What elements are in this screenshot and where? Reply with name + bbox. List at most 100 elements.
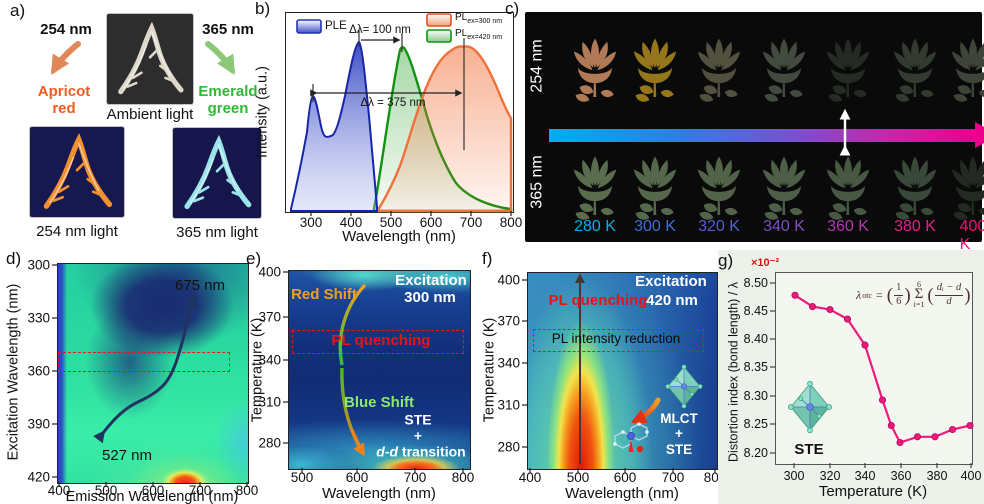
axis-tick-label: 370 (258, 309, 281, 325)
photo-254nm (30, 127, 124, 217)
legend-pl300-label: PLex=300 nm (455, 12, 503, 25)
axis-tick-label: 340 (258, 352, 281, 368)
molecule-icon (613, 422, 649, 453)
axis-tick-label: 380 (926, 469, 948, 483)
b-axis-ticks (310, 211, 512, 216)
dd-italic: d-d (376, 443, 399, 460)
uv254-label: 254 nm (40, 21, 92, 38)
formula-sigma-glyph: Σ (914, 286, 924, 303)
caption-365: 365 nm light (176, 224, 258, 241)
distortion-index-plot (775, 272, 974, 465)
data-point-marker (896, 438, 904, 447)
shift-curve-arrow (338, 283, 365, 453)
legend-swatch-pl420 (426, 29, 452, 43)
axis-tick-label: 8.30 (743, 388, 768, 403)
axis-tick-label: 420 (27, 469, 50, 485)
pl-reduction-box (533, 329, 704, 352)
temperature-label: 360 K (827, 218, 869, 235)
axis-tick-label: 320 (819, 469, 841, 483)
axis-tick-label: 500 (379, 215, 403, 230)
energy-transfer-arrow (630, 397, 661, 424)
dd-transition-label: d-d transition (376, 443, 465, 460)
data-point-marker (808, 303, 817, 311)
g-axis-ticks (770, 282, 972, 468)
f-pl-quenching-label: PL quenching (548, 292, 648, 310)
pl-quenching-box (292, 330, 464, 354)
f-ylabel: Temperature (K) (481, 317, 498, 423)
emerald-green-label-2: green (207, 100, 249, 117)
panel-e: e) Red Shift Excitation 300 nm (246, 250, 482, 504)
mlct-label: MLCT (660, 410, 698, 426)
formula-paren: ) (964, 284, 971, 306)
temperature-map-ex300 (288, 270, 471, 470)
gradient-arrowhead-icon (975, 122, 984, 148)
pl-reduction-label: PL intensity reduction (551, 330, 681, 346)
emerald-green-label-1: Emerald (198, 83, 258, 100)
axis-tick-label: 700 (661, 470, 685, 485)
axis-tick-label: 280 (497, 439, 520, 455)
b-ylabel: Intensity (a.u.) (254, 66, 271, 158)
axis-tick-label: 700 (459, 215, 483, 230)
axis-tick-label: 400 (960, 469, 982, 483)
crystal-icon (187, 141, 249, 206)
panel-d: d) 675 nm 527 nm Excitation Wavelength (… (0, 250, 258, 504)
panel-b-label: b) (255, 0, 271, 18)
legend-pl300-sub: ex=300 nm (467, 18, 503, 25)
temperature-label: 340 K (763, 218, 805, 235)
panel-c: c) 254 nm 365 nm 280 K 300 K 320 K 340 K 360… (505, 0, 984, 253)
crystal-icon (46, 140, 109, 207)
legend-pl300-base: PL (455, 12, 468, 23)
f-overlay (522, 273, 716, 473)
axis-tick-label: 400 (47, 483, 71, 498)
plus-label: + (413, 427, 423, 444)
legend-ple-label: PLE (325, 20, 347, 32)
axis-tick-label: 370 (497, 313, 520, 329)
shift-curve-arrow-tail (350, 429, 365, 457)
pl-quenching-label: PL quenching (331, 332, 431, 350)
axis-tick-label: 360 (27, 363, 50, 379)
panel-f: f) (481, 250, 726, 504)
axis-tick-label: 8.20 (743, 445, 768, 460)
formula-eq: = (875, 287, 883, 302)
data-point-marker (887, 421, 895, 430)
formula-paren: ( (886, 284, 894, 306)
axis-tick-label: 300 (783, 469, 805, 483)
formula-num2: dᵢ − d (934, 283, 964, 296)
data-point-marker (913, 433, 922, 441)
formula-paren: ( (927, 284, 934, 306)
axis-tick-label: 280 (258, 435, 281, 451)
f-xlabel: Wavelength (nm) (565, 485, 679, 502)
formula-lambda: λ (856, 287, 862, 302)
g-ylabel: Distortion index (bond length) / λ (726, 282, 741, 462)
legend-swatch-ple (296, 19, 322, 34)
b-xlabel: Wavelength (nm) (342, 228, 456, 245)
axis-tick-label: 400 (497, 272, 520, 288)
octahedron-icon (665, 364, 703, 409)
f-excitation-label: Excitation (635, 273, 707, 291)
legend-swatch-pl300 (426, 13, 452, 27)
axis-tick-label: 800 (235, 483, 259, 498)
ambient-caption: Ambient light (106, 106, 194, 123)
legend-pl420-base: PL (455, 28, 468, 39)
axis-tick-label: 300 (27, 257, 50, 273)
delta-100-annotation: Δλ= 100 nm (349, 24, 411, 36)
data-point-marker (966, 421, 974, 430)
d-ylabel: Excitation Wavelength (nm) (5, 283, 22, 461)
e-xlabel: Wavelength (nm) (322, 485, 436, 502)
formula-paren: ) (904, 284, 911, 306)
axis-tick-label: 8.50 (743, 275, 768, 290)
e-overlay (283, 271, 464, 473)
delta-375-annotation: Δλ = 375 nm (360, 97, 426, 109)
axis-tick-label: 700 (188, 483, 212, 498)
axis-tick-label: 8.45 (743, 303, 768, 318)
annotation-675nm: 675 nm (174, 277, 226, 295)
legend-pl420-sub: ex=420 nm (467, 34, 503, 41)
data-point-marker (791, 291, 799, 299)
apricot-arrow-icon (51, 41, 81, 75)
axis-tick-label: 360 (890, 469, 912, 483)
d-xlabel: Emission Wavelength (nm) (65, 489, 239, 504)
photo-365nm (173, 128, 261, 218)
